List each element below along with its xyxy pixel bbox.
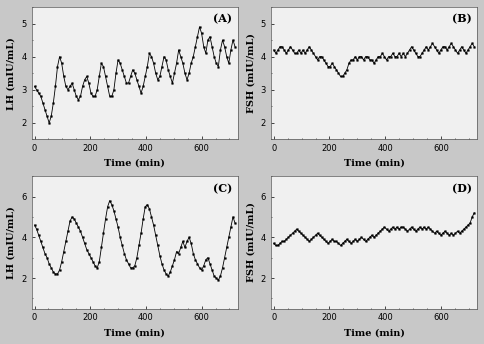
Y-axis label: FSH (mIU/mL): FSH (mIU/mL) [246,33,255,113]
Text: (B): (B) [453,13,472,24]
X-axis label: Time (min): Time (min) [105,159,165,168]
X-axis label: Time (min): Time (min) [344,328,405,337]
Text: (A): (A) [213,13,232,24]
Text: (C): (C) [213,183,232,194]
X-axis label: Time (min): Time (min) [105,328,165,337]
X-axis label: Time (min): Time (min) [344,159,405,168]
Y-axis label: LH (mIU/mL): LH (mIU/mL) [7,37,16,109]
Y-axis label: LH (mIU/mL): LH (mIU/mL) [7,206,16,279]
Text: (D): (D) [453,183,472,194]
Y-axis label: FSH (mIU/mL): FSH (mIU/mL) [246,203,255,282]
